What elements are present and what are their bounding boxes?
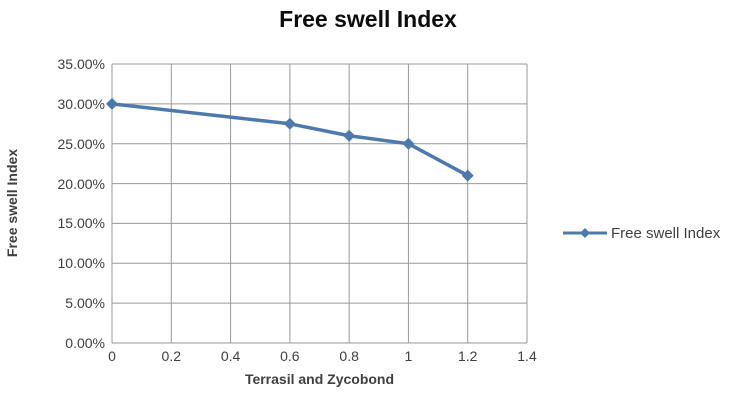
y-tick-label: 20.00% — [57, 175, 105, 192]
chart-title: Free swell Index — [279, 6, 457, 32]
x-tick-label: 1 — [404, 348, 413, 364]
data-point-marker — [343, 129, 356, 142]
data-point-marker — [461, 169, 474, 182]
data-point-marker — [283, 117, 296, 130]
y-tick-label: 0.00% — [65, 335, 105, 351]
y-tick-label: 25.00% — [57, 135, 105, 152]
legend: Free swell Index — [562, 224, 721, 242]
data-point-marker — [402, 137, 415, 150]
y-tick-label: 35.00% — [57, 56, 105, 72]
y-tick-label: 15.00% — [57, 215, 105, 232]
y-tick-label: 5.00% — [65, 295, 105, 312]
x-tick-label: 0.2 — [161, 348, 182, 364]
x-axis-title: Terrasil and Zycobond — [244, 371, 395, 387]
x-tick-label: 1.4 — [517, 348, 537, 364]
x-tick-label: 0.8 — [339, 348, 359, 364]
y-tick-label: 10.00% — [57, 255, 105, 272]
x-tick-label: 1.2 — [457, 348, 478, 364]
x-tick-label: 0 — [108, 348, 116, 364]
x-tick-label: 0.6 — [280, 348, 300, 364]
legend-line-marker-icon — [563, 228, 607, 238]
data-point-marker — [106, 97, 118, 110]
x-tick-label: 0.4 — [220, 348, 241, 364]
y-tick-label: 30.00% — [57, 95, 105, 112]
legend-label: Free swell Index — [611, 224, 721, 242]
